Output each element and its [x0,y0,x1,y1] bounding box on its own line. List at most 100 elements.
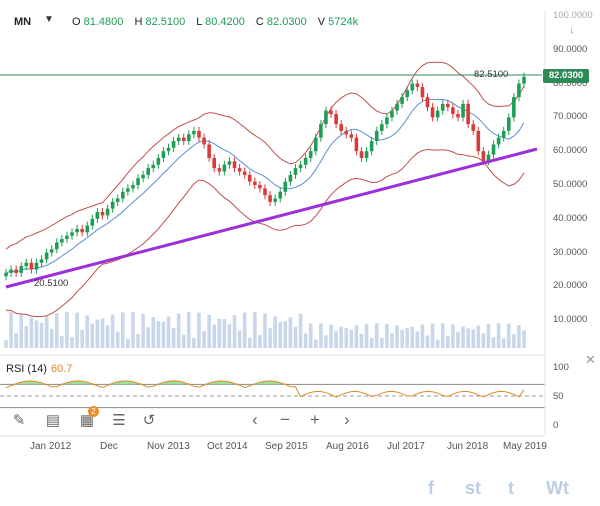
candle-body [232,161,237,169]
candle-body [258,185,262,189]
candle-body [171,141,176,148]
wt-icon[interactable]: Wt [546,478,569,498]
reset-icon[interactable]: ↺ [142,412,156,429]
candle-body [54,242,59,250]
scroll-right-icon[interactable]: › [344,410,350,429]
scroll-left-icon[interactable]: ‹ [252,410,258,429]
candle-body [268,195,272,202]
volume-bar [247,337,252,348]
x-label-oct-2014: Oct 2014 [207,441,248,452]
candle-body [141,174,145,179]
candle-body [39,259,44,263]
volume-bar [451,324,455,348]
settings-sliders-icon[interactable]: ☰ [112,412,126,429]
candle-body [90,218,95,226]
indicators-icon[interactable]: ▦ 2 [76,406,99,431]
candle-body [85,225,90,233]
x-label-aug-2016: Aug 2016 [326,441,369,452]
rsi-axis-0: 0 [553,420,559,431]
volume-value: 5724k [328,16,359,28]
volume-bar [151,316,156,348]
candle-body [126,188,130,192]
volume-bar [181,334,186,348]
volume-bar [207,314,211,348]
candle-body [298,164,303,169]
volume-bar [313,339,318,348]
volume-bar [380,337,384,348]
candle-body [395,103,399,111]
candle-body [237,168,242,172]
volume-bar [197,312,201,348]
facebook-icon[interactable]: f [428,478,434,498]
volume-bar [435,339,440,348]
high-label: H [134,16,143,28]
zoom-in-icon[interactable]: + [310,410,320,429]
zoom-out-icon[interactable]: − [280,410,290,429]
volume-bar [491,337,496,348]
stocktwits-icon[interactable]: st [465,478,482,498]
candle-body [324,110,328,125]
volume-bar [278,322,283,348]
volume-bar [65,312,69,348]
volume-bar [273,316,277,348]
symbol-dropdown-icon[interactable]: ▼ [44,14,54,25]
rsi-value: 60.7 [50,363,73,375]
volume-bar [466,328,470,348]
x-label-jul-2017: Jul 2017 [387,441,425,452]
volume-bar [481,333,486,348]
candle-body [369,141,374,152]
candle-body [517,83,521,98]
candle-body [400,97,404,104]
price-axis-label: 90.0000 [553,43,588,55]
candle-body [415,83,420,87]
price-axis-label: 20.0000 [553,280,588,292]
candle-body [181,137,186,142]
high-marker-label: 82.5100 [474,69,509,80]
candle-body [390,110,394,118]
scroll-down-icon[interactable]: ↓ [569,24,575,36]
symbol-name[interactable]: MN [14,16,32,28]
candle-body [9,269,13,273]
candle-body [207,144,211,158]
volume-bar [121,312,125,348]
rsi-overbought-fill [6,380,524,385]
volume-bar [293,326,298,348]
close-value: 82.0300 [266,16,307,28]
price-axis-label: 10.0000 [553,314,588,326]
candle-body [481,151,486,162]
candle-body [227,161,232,165]
open-value: 81.4800 [83,16,124,28]
volume-bar [283,320,288,348]
volume-bar [263,313,267,348]
volume-bar [131,312,135,348]
rsi-indicator-label[interactable]: RSI (14) 60.7 [6,363,72,375]
volume-bar [471,329,476,348]
volume-bar [90,323,95,348]
upper-band-line [5,61,525,250]
candle-body [273,198,277,202]
volume-bar [303,333,308,348]
rsi-axis-50: 50 [553,391,564,402]
volume-bar [288,317,293,348]
twitter-icon[interactable]: t [508,478,514,498]
notes-icon[interactable]: ▤ [45,412,61,429]
moving-average-line [5,98,525,274]
volume-bar [227,324,232,348]
trendline [5,147,538,289]
candle-body [65,235,69,240]
volume-bar [258,335,262,348]
candle-body [217,168,222,172]
close-indicator-icon[interactable]: ✕ [585,352,596,367]
candle-body [349,134,354,138]
volume-bar [166,316,171,348]
volume-bar [298,313,303,348]
candle-body [410,83,415,91]
volume-bar [512,334,516,348]
volume-bar [75,312,79,348]
pencil-icon[interactable]: ✎ [12,412,26,429]
volume-bar [9,312,13,348]
candle-body [222,164,227,172]
volume-bar [85,315,90,348]
volume-bars [4,312,526,348]
